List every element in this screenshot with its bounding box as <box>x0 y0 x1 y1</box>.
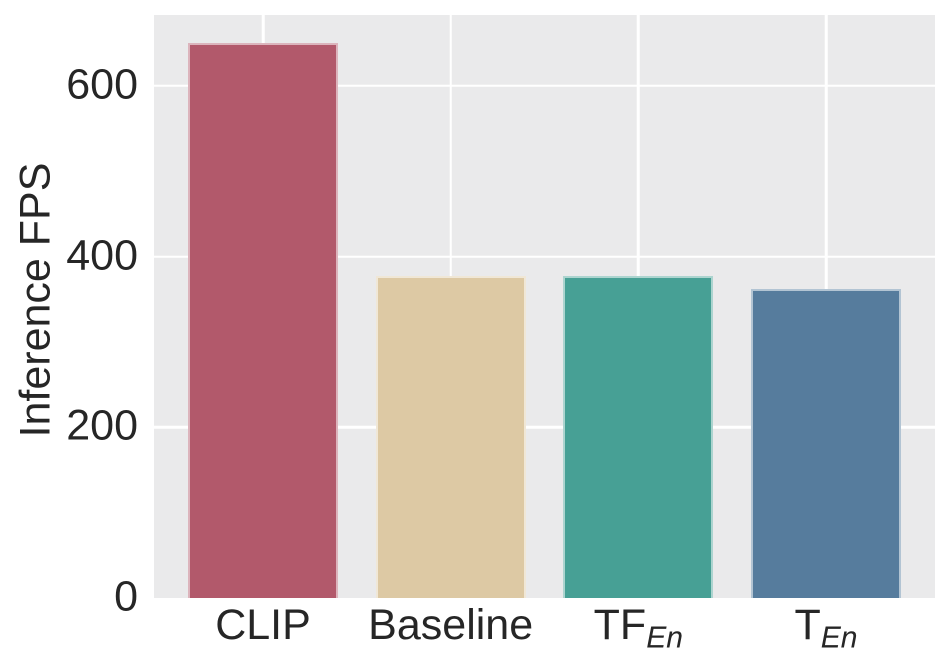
x-tick-text: CLIP <box>215 601 311 649</box>
gridline-horizontal-400 <box>154 255 935 258</box>
x-tick-label-tf: TFEn <box>594 604 683 654</box>
x-tick-text: Baseline <box>368 601 534 649</box>
bar-baseline <box>375 276 526 598</box>
gridline-horizontal-200 <box>154 426 935 429</box>
y-tick-label-400: 400 <box>66 231 138 280</box>
bar-t <box>751 289 901 598</box>
bar-clip <box>188 43 338 598</box>
x-tick-label-t: TEn <box>794 604 857 654</box>
x-tick-label-clip: CLIP <box>215 604 311 647</box>
plot-area <box>154 15 935 598</box>
gridline-horizontal-600 <box>154 84 935 88</box>
y-axis-label: Inference FPS <box>11 162 60 438</box>
y-tick-label-0: 0 <box>114 572 138 621</box>
y-tick-label-200: 200 <box>66 401 138 450</box>
bar-tf <box>563 276 714 598</box>
y-tick-label-600: 600 <box>66 60 138 109</box>
x-tick-label-baseline: Baseline <box>368 604 533 647</box>
x-tick-text: T <box>794 601 821 649</box>
x-tick-subscript: En <box>646 621 684 655</box>
x-tick-subscript: En <box>820 621 858 655</box>
x-tick-text: TF <box>593 601 647 649</box>
